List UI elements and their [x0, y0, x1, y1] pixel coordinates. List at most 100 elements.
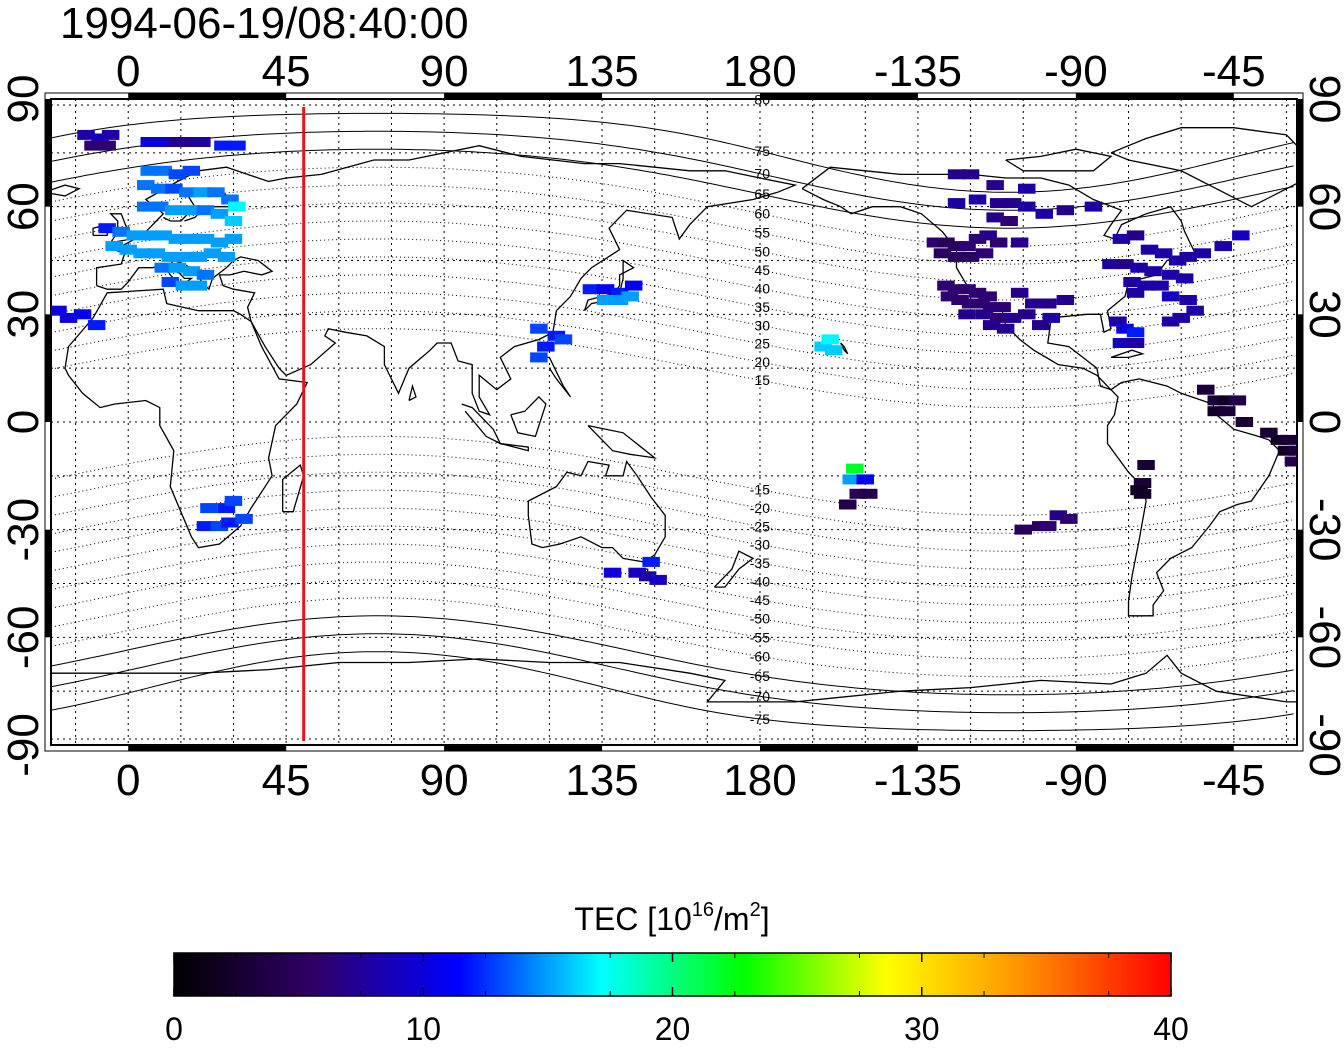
mag-lat-label: 20	[754, 354, 770, 370]
tec-cell	[193, 137, 211, 147]
lon-label-top: -135	[874, 47, 962, 96]
tec-cell	[203, 248, 222, 259]
tec-cell	[1277, 445, 1296, 456]
tec-cell	[986, 212, 1004, 223]
mag-contour	[51, 328, 1294, 409]
mag-contour	[51, 651, 1294, 732]
tec-cell	[1112, 338, 1131, 348]
tec-cell	[1056, 295, 1075, 305]
bottom-longitude-labels: 0 45 90 135 180 -135 -90 -45	[116, 756, 1266, 805]
mag-lat-label: 75	[754, 143, 770, 159]
mag-contour	[51, 274, 1294, 355]
lat-label-right: -90	[1300, 713, 1344, 777]
tec-cell	[860, 488, 878, 499]
tec-cell	[638, 571, 657, 582]
tec-cell	[217, 503, 236, 514]
tec-cell	[1281, 434, 1297, 445]
tec-cell	[182, 266, 201, 277]
tec-cell	[610, 295, 629, 305]
tec-cell	[1025, 298, 1043, 309]
tec-cell	[221, 194, 239, 205]
tec-cell	[165, 205, 183, 216]
coastline-segment	[64, 288, 309, 549]
tec-cell	[1000, 216, 1018, 226]
tec-cell	[1214, 241, 1232, 252]
tec-cell	[51, 305, 67, 316]
lon-label-bottom: 180	[723, 756, 796, 805]
tec-cell	[846, 463, 864, 474]
lon-label-top: -45	[1202, 47, 1266, 96]
timestamp-title: 1994-06-19/08:40:00	[60, 0, 469, 48]
tec-cell	[154, 230, 172, 241]
axis-bar-left	[45, 99, 51, 207]
coastline-segment	[1005, 148, 1113, 172]
tec-cell	[98, 223, 116, 234]
tec-cell	[196, 233, 215, 244]
tec-cell	[1288, 445, 1297, 456]
tec-cell	[1151, 280, 1169, 291]
axis-bar-left	[45, 314, 51, 422]
lat-label-right: 30	[1300, 290, 1344, 339]
tec-cell	[993, 302, 1011, 313]
tec-cell	[1144, 266, 1162, 277]
tec-cell	[154, 262, 172, 273]
lon-label-bottom: 45	[262, 756, 311, 805]
coastline-segment	[1110, 349, 1145, 359]
mag-lat-label: -65	[750, 668, 770, 684]
tec-cell	[961, 298, 980, 309]
tec-cell	[1207, 395, 1225, 406]
tec-cell	[989, 198, 1008, 209]
lat-label-left: 60	[0, 182, 48, 231]
tec-cell	[1161, 269, 1180, 280]
tec-cell	[1235, 417, 1254, 427]
tec-cell	[1232, 230, 1250, 241]
tec-cell	[161, 277, 180, 287]
mag-lat-label: 65	[754, 186, 770, 202]
tec-cell	[926, 237, 945, 248]
mag-lat-label: -35	[750, 555, 770, 571]
mag-contour	[51, 256, 1294, 337]
tec-cell	[937, 280, 955, 291]
tec-cell	[133, 248, 151, 259]
tec-cell	[224, 495, 243, 506]
tec-cell	[947, 241, 966, 252]
tec-cell	[196, 521, 215, 532]
tec-cell	[1109, 316, 1127, 327]
tec-cell	[621, 291, 639, 302]
lon-label-top: 135	[565, 47, 638, 96]
tec-cell	[947, 169, 966, 180]
mag-contour	[51, 220, 1294, 301]
tec-cell	[1123, 277, 1141, 287]
tec-cell	[1179, 251, 1197, 262]
mag-contour	[51, 525, 1294, 606]
tec-cell	[1116, 259, 1134, 270]
coastline-segment	[500, 442, 529, 452]
mag-contour	[51, 453, 1294, 534]
axis-bar-bottom	[444, 745, 603, 751]
tec-cell	[603, 567, 622, 578]
tec-cell	[596, 284, 615, 295]
tec-cell	[210, 208, 229, 219]
tec-cell	[947, 198, 966, 209]
tec-cell	[824, 345, 843, 356]
tec-cell	[84, 140, 102, 151]
axis-bar-bottom	[759, 745, 918, 751]
tec-cell	[1084, 201, 1103, 212]
colorbar: TEC [1016/m2] 0 10 20 30 40	[165, 899, 1189, 1047]
tec-cell	[189, 251, 208, 262]
tec-cell	[968, 194, 987, 205]
tec-cell	[554, 334, 573, 345]
lon-label-bottom: -90	[1044, 756, 1108, 805]
mag-contour	[51, 292, 1294, 373]
axis-bar-right	[1297, 314, 1303, 422]
lat-label-right: 0	[1300, 410, 1344, 434]
lon-label-top: 180	[723, 47, 796, 96]
mag-lat-label: 15	[754, 372, 770, 388]
mag-contour	[51, 579, 1294, 660]
lat-label-left: 30	[0, 290, 48, 339]
mag-lat-label: 60	[754, 206, 770, 222]
tec-cell	[119, 244, 137, 255]
tec-cell	[168, 262, 187, 273]
tec-cell	[979, 291, 997, 302]
tec-cell	[839, 499, 857, 510]
